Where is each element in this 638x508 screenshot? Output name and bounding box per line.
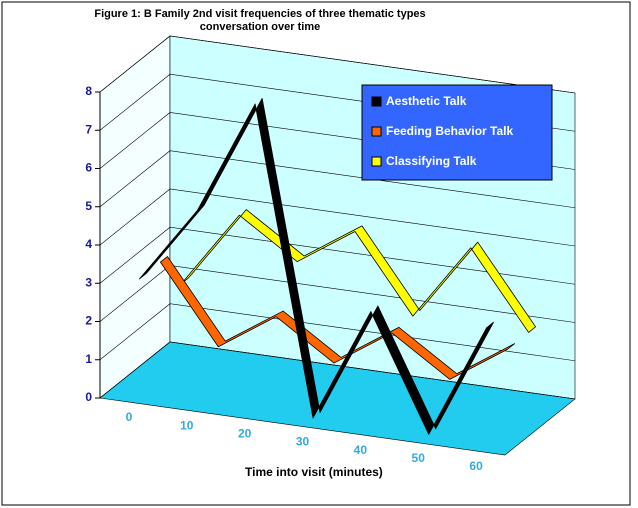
x-tick-label: 10 xyxy=(180,418,194,432)
y-tick-label: 3 xyxy=(85,275,92,289)
y-tick-label: 6 xyxy=(85,161,92,175)
legend-swatch xyxy=(371,156,382,167)
legend-label: Feeding Behavior Talk xyxy=(386,124,513,138)
chart-title: Figure 1: B Family 2nd visit frequencies… xyxy=(94,8,426,33)
legend-box xyxy=(361,84,553,181)
y-tick-label: 2 xyxy=(85,314,92,328)
x-tick-label: 50 xyxy=(412,451,426,465)
legend-label: Aesthetic Talk xyxy=(386,94,467,108)
grid-line xyxy=(99,341,576,400)
x-tick-label: 30 xyxy=(296,435,310,449)
series-ribbon xyxy=(160,256,515,380)
x-tick-label: 40 xyxy=(354,443,368,457)
y-tick-label: 7 xyxy=(85,122,92,136)
y-tick-label: 1 xyxy=(85,352,92,366)
x-tick-label: 0 xyxy=(126,410,133,424)
x-tick-label: 20 xyxy=(238,427,252,441)
legend-swatch xyxy=(371,96,382,107)
legend-label: Classifying Talk xyxy=(386,154,477,168)
x-axis-title: Time into visit (minutes) xyxy=(245,465,383,479)
y-tick-label: 0 xyxy=(85,390,92,404)
grid-line xyxy=(99,303,576,362)
grid-line xyxy=(99,188,576,247)
grid-line xyxy=(99,35,576,94)
y-tick-label: 4 xyxy=(85,237,92,251)
grid-line xyxy=(99,226,576,285)
series-ribbon xyxy=(181,209,536,333)
y-tick-label: 8 xyxy=(85,84,92,98)
series-ribbon xyxy=(139,97,494,435)
x-tick-label: 60 xyxy=(469,459,483,473)
legend-swatch xyxy=(371,126,382,137)
y-tick-label: 5 xyxy=(85,199,92,213)
grid-line xyxy=(99,150,576,209)
